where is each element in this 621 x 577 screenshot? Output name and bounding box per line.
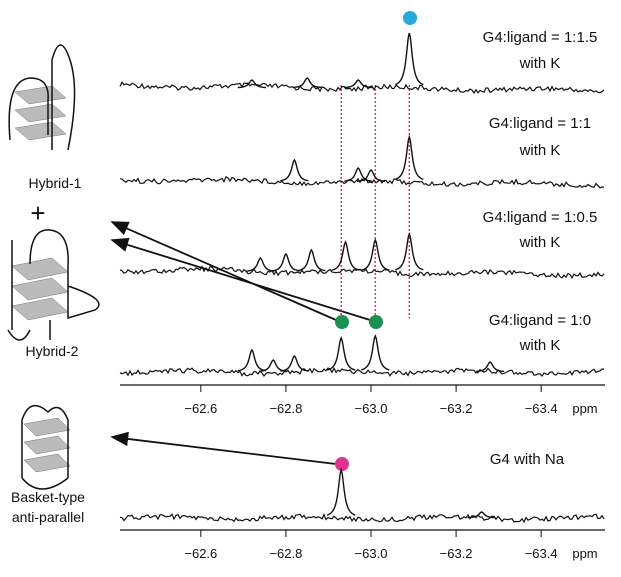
baseline: [119, 175, 605, 189]
peak: [326, 336, 356, 371]
peak: [356, 169, 386, 182]
x-tick-label: −63.2: [440, 401, 473, 416]
structure-label: anti-parallel: [12, 509, 84, 525]
peak: [326, 467, 356, 516]
structure-label: Hybrid-1: [29, 175, 82, 191]
arrow: [110, 221, 337, 321]
peak: [394, 32, 424, 86]
structure-label: +: [30, 198, 45, 228]
baseline: [119, 513, 605, 524]
x-tick-label: −62.8: [269, 546, 302, 561]
peak: [395, 231, 424, 271]
peak: [271, 252, 300, 272]
x-tick-label: −63.4: [525, 546, 558, 561]
peak: [476, 361, 505, 373]
dot: [369, 315, 383, 329]
peak: [361, 238, 390, 271]
hybrid-1-icon: [8, 44, 76, 151]
dot: [403, 11, 417, 25]
x-tick-label: −63.0: [355, 546, 388, 561]
peak: [237, 79, 266, 89]
peak: [293, 77, 322, 89]
arrow: [110, 237, 371, 321]
peak: [467, 511, 496, 519]
x-tick-label: −62.6: [184, 546, 217, 561]
baseline: [119, 366, 605, 377]
peak: [297, 248, 326, 272]
x-tick-label: −63.2: [440, 546, 473, 561]
baseline: [119, 265, 605, 280]
spectrum-label: with K: [519, 142, 561, 159]
spectrum-label: G4:ligand = 1:0.5: [483, 209, 598, 226]
spectrum-label: G4:ligand = 1:1.5: [483, 29, 598, 46]
spectrum-label: with K: [519, 337, 561, 354]
x-tick-label: −63.0: [355, 401, 388, 416]
structure-label: Basket-type: [11, 489, 85, 505]
peak: [237, 348, 267, 372]
dot: [335, 315, 349, 329]
peak: [331, 240, 360, 271]
x-tick-label: −63.4: [525, 401, 558, 416]
spectrum-label: G4:ligand = 1:0: [489, 312, 591, 329]
spectrum-label: G4 with Na: [490, 451, 565, 468]
peak: [395, 134, 424, 181]
peak: [344, 79, 373, 89]
peak: [246, 256, 275, 272]
x-unit: ppm: [572, 401, 597, 416]
spectrum-label: with K: [519, 55, 561, 72]
x-unit: ppm: [572, 546, 597, 561]
peak: [344, 166, 373, 182]
peak: [361, 333, 390, 371]
dot: [335, 457, 349, 471]
x-tick-label: −62.6: [184, 401, 217, 416]
baseline: [119, 81, 605, 95]
peak: [280, 158, 309, 182]
structure-label: Hybrid-2: [26, 343, 79, 359]
arrow: [110, 431, 337, 465]
x-tick-label: −62.8: [269, 401, 302, 416]
spectrum-label: with K: [519, 234, 561, 251]
hybrid-2-icon: [7, 229, 100, 341]
peak: [280, 354, 309, 372]
spectrum-label: G4:ligand = 1:1: [489, 115, 591, 132]
basket-icon: [21, 404, 71, 490]
